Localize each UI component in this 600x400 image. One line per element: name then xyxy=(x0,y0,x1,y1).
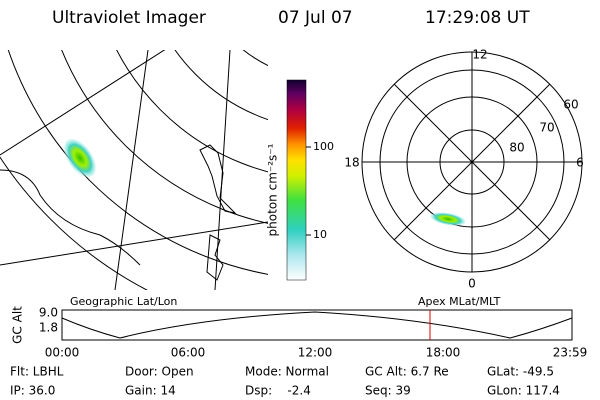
time: 17:29:08 UT xyxy=(425,8,530,28)
colorbar-tick: 10 xyxy=(313,228,327,241)
caption: Apex MLat/MLT xyxy=(418,295,501,308)
axis-label: GC Alt xyxy=(11,306,25,344)
mlt-label: 6 xyxy=(576,156,584,170)
mlt-label: 12 xyxy=(472,48,487,62)
status-field: Seq: 39 xyxy=(365,384,411,398)
time-label: 18:00 xyxy=(426,346,461,360)
altitude-curve xyxy=(61,311,573,339)
status-field: GC Alt: 6.7 Re xyxy=(365,365,449,379)
colorbar xyxy=(286,79,307,281)
status-field: GLat: -49.5 xyxy=(487,365,554,379)
lat-label: 60 xyxy=(563,98,578,112)
date: 07 Jul 07 xyxy=(278,8,353,28)
polar-plot xyxy=(361,51,583,273)
colorbar-label: photon cm⁻²s⁻¹ xyxy=(266,143,280,236)
mlt-label: 18 xyxy=(344,156,359,170)
instrument: Ultraviolet Imager xyxy=(52,8,206,28)
caption: Geographic Lat/Lon xyxy=(70,295,177,308)
colorbar-tick: 100 xyxy=(313,140,334,153)
status-field: Door: Open xyxy=(125,365,194,379)
status-field: Flt: LBHL xyxy=(10,365,64,379)
status-field: Gain: 14 xyxy=(125,384,176,398)
mlt-label: 0 xyxy=(468,277,476,291)
time-label: 23:59 xyxy=(553,346,588,360)
status-field: GLon: 117.4 xyxy=(487,384,560,398)
lat-label: 70 xyxy=(539,121,554,135)
status-field: Dsp: -2.4 xyxy=(245,384,311,398)
time-label: 12:00 xyxy=(298,346,333,360)
timeline-frame xyxy=(61,309,573,341)
status-field: Mode: Normal xyxy=(245,365,329,379)
time-label: 00:00 xyxy=(45,346,80,360)
lat-label: 80 xyxy=(509,141,524,155)
geographic-map xyxy=(0,50,268,290)
time-label: 06:00 xyxy=(171,346,206,360)
alt-label: 9.0 xyxy=(39,306,58,320)
alt-label: 1.8 xyxy=(39,321,58,335)
status-field: IP: 36.0 xyxy=(10,384,55,398)
status-panel: Flt: LBHL Door: Open Mode: Normal GC Alt: 6… xyxy=(10,365,560,398)
